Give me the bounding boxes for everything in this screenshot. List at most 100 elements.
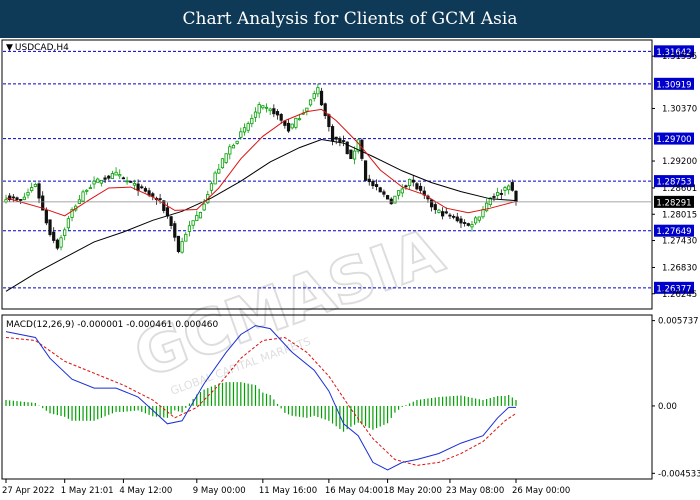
candle-body-138 <box>510 182 514 191</box>
price-tick-label-3: 1.28601 <box>662 184 697 194</box>
candle-body-132 <box>488 197 492 206</box>
candle-body-73 <box>272 108 276 115</box>
chart-title: Chart Analysis for Clients of GCM Asia <box>182 9 518 29</box>
candle-body-90 <box>334 136 338 140</box>
candle-body-33 <box>125 180 129 183</box>
candle-body-82 <box>305 107 309 112</box>
candle-body-17 <box>66 218 70 229</box>
candle-body-86 <box>319 90 324 106</box>
candle-body-53 <box>198 211 203 219</box>
level-label-bg-1 <box>654 77 694 90</box>
current-price-label: 1.28291 <box>656 198 691 208</box>
price-tick-label-1: 1.30370 <box>662 104 697 114</box>
candle-body-88 <box>327 114 331 128</box>
candle-body-83 <box>308 99 313 106</box>
symbol-text: USDCAD,H4 <box>15 43 69 53</box>
candle-body-85 <box>316 87 320 95</box>
candle-body-84 <box>312 93 316 99</box>
candle-body-38 <box>143 188 148 192</box>
candle-body-57 <box>213 172 217 185</box>
candle-body-108 <box>400 188 404 194</box>
candle-body-27 <box>103 177 107 180</box>
candle-body-64 <box>239 131 243 138</box>
candle-body-49 <box>184 233 188 242</box>
time-tick-label-8: 26 May 00:00 <box>512 486 570 496</box>
candle-body-12 <box>48 219 52 235</box>
candle-body-139 <box>514 190 518 202</box>
time-tick-label-3: 9 May 00:00 <box>193 486 246 496</box>
candle-body-137 <box>507 185 511 191</box>
candle-body-15 <box>59 237 63 248</box>
candle-body-100 <box>371 181 375 187</box>
candle-body-5 <box>22 196 26 200</box>
candle-body-31 <box>118 174 122 177</box>
candle-body-2 <box>11 196 15 199</box>
candle-body-37 <box>140 186 144 189</box>
candle-body-92 <box>341 140 346 142</box>
candle-body-4 <box>19 199 23 201</box>
candle-body-71 <box>264 106 269 109</box>
level-label-bg-0 <box>654 45 694 58</box>
level-label-1: 1.30919 <box>656 80 691 90</box>
time-tick-label-5: 16 May 04:00 <box>325 486 383 496</box>
candle-body-63 <box>235 140 239 144</box>
candle-body-11 <box>44 209 48 224</box>
macd-label: MACD(12,26,9) -0.000001 -0.000461 0.0004… <box>6 320 219 330</box>
candle-body-126 <box>466 223 470 226</box>
candle-body-110 <box>407 178 412 186</box>
macd-tick-label-0: 0.005737 <box>658 317 699 327</box>
candle-body-46 <box>173 223 177 238</box>
candle-body-124 <box>459 218 463 224</box>
candle-body-60 <box>224 153 228 163</box>
symbol-arrow-icon: ▼ <box>6 43 13 53</box>
candle-body-61 <box>228 146 232 155</box>
candle-body-65 <box>242 127 247 133</box>
candle-body-131 <box>485 202 489 212</box>
candle-body-128 <box>474 217 478 224</box>
candle-body-113 <box>419 185 423 191</box>
price-tick-label-2: 1.29200 <box>662 157 697 167</box>
candle-body-14 <box>55 239 59 249</box>
candle-body-35 <box>132 183 137 186</box>
candle-body-136 <box>503 187 507 191</box>
candle-body-56 <box>209 183 214 191</box>
candle-body-87 <box>323 103 327 117</box>
candle-body-133 <box>492 196 496 198</box>
time-tick-label-7: 23 May 08:00 <box>446 486 504 496</box>
candle-body-54 <box>202 203 206 211</box>
macd-main-line <box>5 325 516 471</box>
candle-body-122 <box>452 215 456 218</box>
candle-body-40 <box>151 193 155 197</box>
level-label-2: 1.29700 <box>656 135 691 145</box>
candle-body-8 <box>33 183 37 187</box>
candle-body-59 <box>220 158 225 169</box>
axis-layer: 1.31642 1.30919 1.29700 1.28753 1.27649 1.263… <box>2 45 700 496</box>
candle-body-25 <box>96 178 100 183</box>
candle-body-130 <box>481 209 485 218</box>
candle-body-78 <box>290 123 294 129</box>
level-label-4: 1.27649 <box>656 227 691 237</box>
level-label-bg-5 <box>654 281 694 294</box>
candle-body-77 <box>286 122 291 132</box>
candle-body-125 <box>463 222 467 224</box>
macd-tick-label-1: 0.00 <box>658 402 677 412</box>
candle-body-111 <box>411 179 415 183</box>
candle-body-24 <box>92 180 96 185</box>
moving-average-slow-line <box>5 138 517 292</box>
candle-body-112 <box>415 183 419 190</box>
candle-body-117 <box>433 204 437 210</box>
candle-body-129 <box>477 216 481 221</box>
level-label-bg-2 <box>654 132 694 145</box>
candle-body-102 <box>378 187 382 193</box>
moving-average-fast-line <box>5 108 517 217</box>
candle-body-70 <box>261 105 265 109</box>
candle-body-101 <box>374 184 379 187</box>
candle-body-10 <box>41 195 45 211</box>
price-tick-label-5: 1.27430 <box>662 237 697 247</box>
candle-body-29 <box>110 173 115 179</box>
candle-body-51 <box>191 220 195 226</box>
candle-body-80 <box>297 118 302 121</box>
candle-body-58 <box>217 168 221 174</box>
macd-tick-label-2: -0.004533 <box>658 469 700 479</box>
level-label-0: 1.31642 <box>656 48 691 58</box>
